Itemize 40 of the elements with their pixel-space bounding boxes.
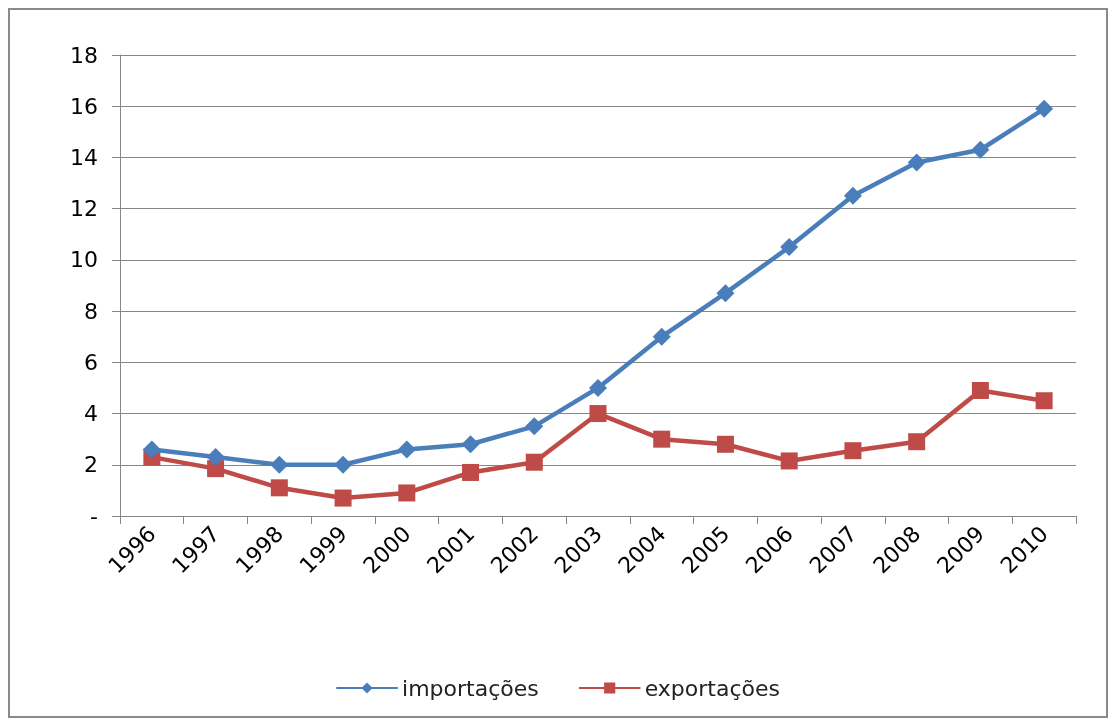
y-tick-label: 4: [84, 401, 98, 427]
point: [589, 378, 607, 397]
point: [1035, 392, 1053, 410]
point: [652, 327, 671, 346]
point: [971, 140, 990, 159]
point: [716, 284, 735, 303]
point: [206, 448, 225, 467]
y-tick-label: 18: [70, 42, 98, 68]
point: [844, 442, 862, 460]
point: [142, 440, 161, 459]
point: [270, 455, 289, 474]
y-tick-label: 6: [84, 349, 98, 375]
point: [525, 417, 544, 436]
point: [716, 435, 734, 453]
legend-label: exportações: [644, 675, 780, 701]
y-tick-label: -: [90, 503, 98, 529]
y-tick-label: 10: [70, 247, 98, 273]
point: [462, 463, 480, 481]
point: [397, 440, 416, 459]
point: [589, 405, 607, 423]
point: [908, 433, 926, 451]
point: [907, 153, 926, 172]
point: [843, 186, 862, 205]
y-tick-label: 16: [70, 93, 98, 119]
point: [653, 430, 671, 448]
point: [398, 484, 416, 502]
point: [971, 382, 989, 400]
y-tick-label: 2: [84, 452, 98, 478]
point: [461, 435, 480, 454]
y-tick-label: 8: [84, 298, 98, 324]
point: [780, 238, 799, 257]
point: [334, 455, 353, 474]
point: [270, 479, 288, 497]
point: [780, 452, 798, 470]
point: [334, 489, 352, 507]
legend-label: importações: [402, 675, 539, 701]
point: [1035, 99, 1054, 118]
y-tick-label: 14: [70, 144, 98, 170]
point: [525, 453, 543, 471]
y-tick-label: 12: [70, 196, 98, 222]
